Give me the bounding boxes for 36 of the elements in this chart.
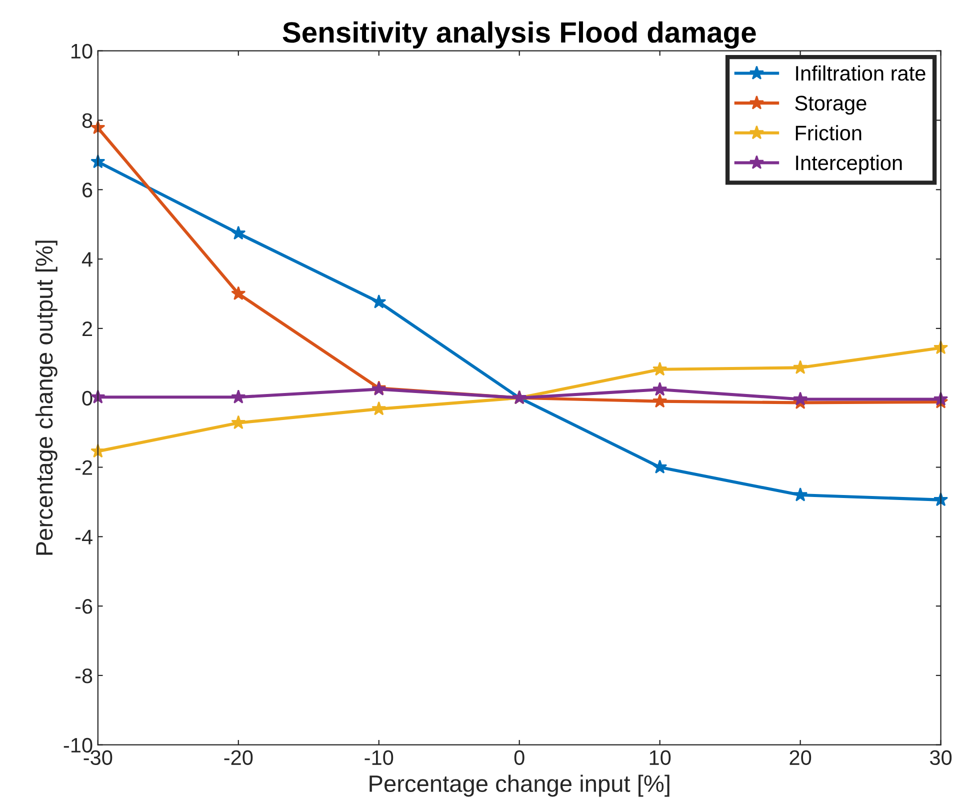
legend-label: Infiltration rate <box>796 65 926 81</box>
y-axis-title: Percentage change output [%] <box>35 240 58 555</box>
y-tick-label: -4 <box>75 530 92 544</box>
point <box>231 226 246 240</box>
x-tick-label: -20 <box>224 750 253 766</box>
y-tick-label: 10 <box>71 44 92 59</box>
x-tick-label: 10 <box>650 750 671 766</box>
point <box>793 392 808 406</box>
point <box>231 286 246 300</box>
point <box>793 360 808 374</box>
y-tick-label: 6 <box>82 182 92 198</box>
point <box>231 390 246 404</box>
y-tick-label: -6 <box>75 599 92 614</box>
x-tick-label: 20 <box>790 750 812 766</box>
x-tick-label: 0 <box>514 750 524 766</box>
legend-label: Friction <box>796 125 862 140</box>
x-tick-label: -10 <box>364 750 394 766</box>
legend-label: Interception <box>796 154 902 174</box>
point <box>372 401 386 416</box>
y-tick-label: 0 <box>82 390 92 406</box>
point <box>793 487 808 502</box>
y-tick-label: 8 <box>82 113 92 128</box>
point <box>231 415 246 430</box>
legend-label: Storage <box>795 96 866 115</box>
point <box>652 362 668 376</box>
y-tick-label: 4 <box>82 252 92 267</box>
y-tick-label: -2 <box>75 460 92 475</box>
point <box>372 294 386 308</box>
chart-title: Sensitivity analysis Flood damage <box>282 21 756 49</box>
point <box>652 382 668 396</box>
point <box>652 394 668 408</box>
y-tick-label: 2 <box>82 321 92 336</box>
point <box>652 460 668 474</box>
y-tick-label: -8 <box>75 668 92 684</box>
x-tick-label: 30 <box>930 750 952 766</box>
x-axis-title: Percentage change input [%] <box>370 774 670 797</box>
